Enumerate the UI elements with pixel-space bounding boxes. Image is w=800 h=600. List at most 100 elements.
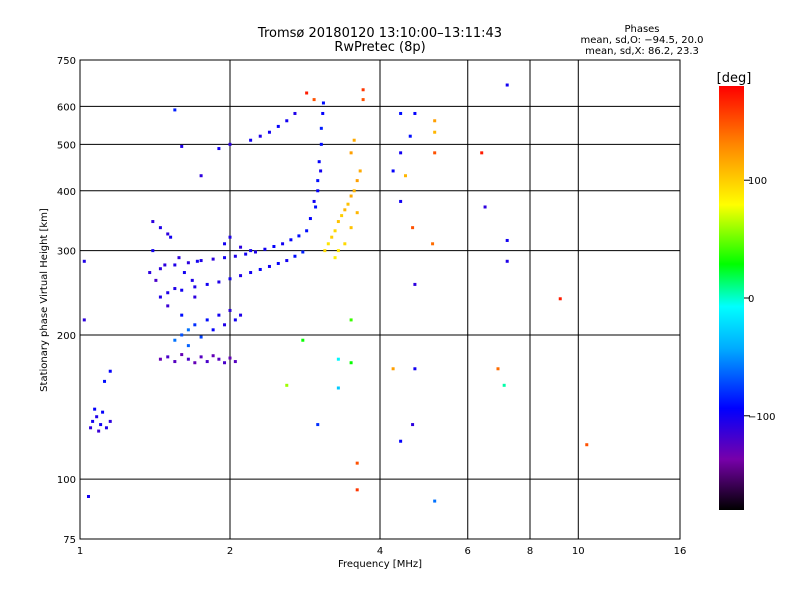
data-point xyxy=(431,242,435,246)
data-point xyxy=(228,356,232,360)
x-tick-labels: 1 2 4 6 8 10 16 xyxy=(77,546,687,557)
x-tick-label: 6 xyxy=(465,546,471,557)
data-point xyxy=(558,297,562,301)
data-point xyxy=(263,247,267,251)
data-point xyxy=(281,242,285,246)
colorbar-tick-label: −100 xyxy=(748,412,775,423)
data-point xyxy=(233,318,237,322)
data-point xyxy=(505,238,509,242)
data-point xyxy=(323,249,327,253)
data-point xyxy=(93,407,97,411)
data-point xyxy=(403,174,407,178)
data-point xyxy=(91,419,95,423)
data-point xyxy=(314,205,318,209)
data-point xyxy=(336,220,340,224)
data-point xyxy=(316,179,320,183)
data-point xyxy=(86,494,90,498)
data-point xyxy=(305,229,309,233)
data-point xyxy=(326,242,330,246)
data-point xyxy=(217,357,221,361)
x-tick-label: 4 xyxy=(377,546,383,557)
y-tick-label: 200 xyxy=(57,331,76,342)
data-point xyxy=(316,189,320,193)
phase-stats: Phases mean, sd,O: −94.5, 20.0 mean, sd,… xyxy=(581,24,704,57)
data-point xyxy=(319,142,323,146)
data-point xyxy=(276,261,280,265)
data-point xyxy=(346,202,350,206)
data-point xyxy=(166,291,170,295)
data-point xyxy=(205,360,209,364)
phase-stats-heading: Phases xyxy=(624,24,660,35)
data-point xyxy=(361,88,365,92)
data-point xyxy=(223,361,227,365)
data-point xyxy=(433,151,437,155)
data-point xyxy=(336,357,340,361)
data-point xyxy=(312,199,316,203)
data-point xyxy=(166,355,170,359)
data-point xyxy=(293,111,297,115)
data-point xyxy=(333,229,337,233)
data-point xyxy=(190,278,194,282)
data-point xyxy=(108,369,112,373)
data-point xyxy=(480,151,484,155)
data-point xyxy=(317,160,321,164)
data-point xyxy=(186,328,190,332)
data-point xyxy=(104,426,108,430)
data-point xyxy=(205,318,209,322)
data-point xyxy=(293,254,297,258)
colorbar-label: [deg] xyxy=(717,71,752,86)
colorbar-ticks: 100 0 −100 xyxy=(744,176,775,423)
data-point xyxy=(349,151,353,155)
x-tick-label: 10 xyxy=(572,546,585,557)
data-point xyxy=(228,235,232,239)
data-point xyxy=(358,169,362,173)
data-point xyxy=(99,423,103,427)
data-point xyxy=(158,357,162,361)
data-point xyxy=(413,367,417,371)
x-axis-label: Frequency [MHz] xyxy=(338,559,422,570)
data-point xyxy=(89,426,93,430)
data-point xyxy=(319,126,323,130)
data-point xyxy=(95,415,99,419)
data-point xyxy=(158,267,162,271)
data-point xyxy=(333,256,337,260)
grid xyxy=(80,60,680,539)
data-point xyxy=(349,318,353,322)
chart-subtitle: RwPretec (8p) xyxy=(334,40,426,55)
data-point xyxy=(391,367,395,371)
data-point xyxy=(233,254,237,258)
data-point xyxy=(258,267,262,271)
data-point xyxy=(285,119,289,123)
data-point xyxy=(217,313,221,317)
y-tick-label: 500 xyxy=(57,140,76,151)
data-point xyxy=(336,249,340,253)
data-point xyxy=(211,257,215,261)
data-point xyxy=(585,443,589,447)
data-point xyxy=(408,134,412,138)
colorbar xyxy=(719,86,744,510)
data-point xyxy=(483,205,487,209)
data-point xyxy=(355,461,359,465)
data-point xyxy=(285,259,289,263)
data-point xyxy=(223,256,227,260)
data-point xyxy=(399,151,403,155)
data-point xyxy=(233,360,237,364)
data-point xyxy=(301,250,305,254)
data-point xyxy=(217,280,221,284)
x-tick-label: 8 xyxy=(527,546,533,557)
data-point xyxy=(352,189,356,193)
data-point xyxy=(343,208,347,212)
data-point xyxy=(180,313,184,317)
data-point xyxy=(205,282,209,286)
data-point xyxy=(173,360,177,364)
data-point xyxy=(173,287,177,291)
data-point xyxy=(496,367,500,371)
data-point xyxy=(411,226,415,230)
data-point xyxy=(186,344,190,348)
data-point xyxy=(103,379,107,383)
data-point xyxy=(505,83,509,87)
data-point xyxy=(505,259,509,263)
y-tick-label: 400 xyxy=(57,187,76,198)
data-point xyxy=(199,174,203,178)
data-point xyxy=(321,111,325,115)
